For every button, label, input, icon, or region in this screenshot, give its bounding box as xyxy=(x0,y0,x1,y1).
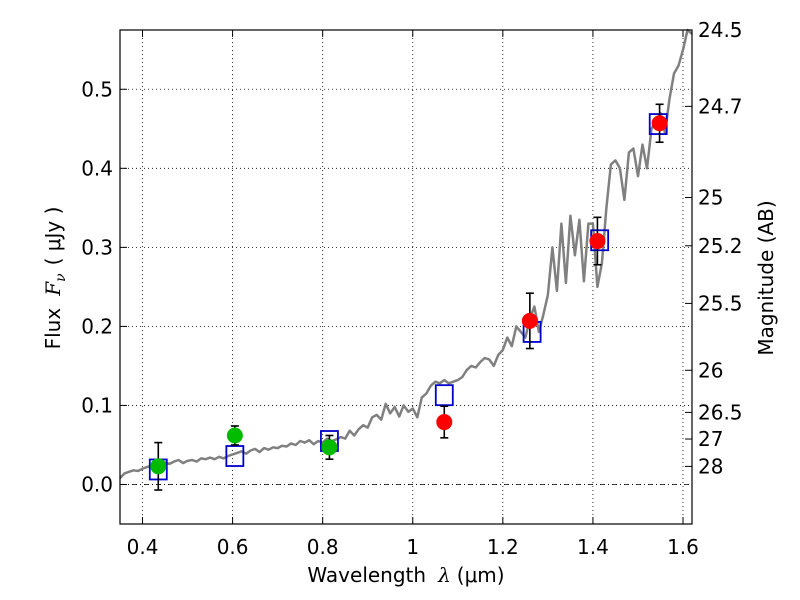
y2-tick-label: 26 xyxy=(698,358,723,382)
x-axis-title: Wavelength λ (μm) xyxy=(307,563,504,587)
x-tick-label: 0.8 xyxy=(307,535,339,559)
observed-point xyxy=(436,414,453,431)
observed-point xyxy=(651,115,668,132)
x-tick-label: 1.6 xyxy=(667,535,699,559)
observed-point xyxy=(150,458,167,475)
model-square-point xyxy=(225,445,245,467)
y2-axis-title: Magnitude (AB) xyxy=(754,200,778,355)
observed-point xyxy=(226,427,243,444)
y2-tick-label: 28 xyxy=(698,454,723,478)
model-square-point xyxy=(434,384,454,407)
observed-point xyxy=(589,233,606,250)
x-tick-label: 0.4 xyxy=(127,535,159,559)
spectrum-series xyxy=(119,28,693,480)
x-tick-label: 1 xyxy=(406,535,419,559)
y2-tick-label: 25 xyxy=(698,185,723,209)
tick-labels: 0.4 0.6 0.8 1 1.2 1.4 1.6 0.0 0.1 0.2 0.3 0.4 0.5 24.… xyxy=(81,18,742,559)
y-tick-label: 0.2 xyxy=(81,314,113,338)
y2-tick-label: 27 xyxy=(698,427,723,451)
y-axis-title: FluxFν( μJy ) xyxy=(41,207,69,350)
y-tick-label: 0.3 xyxy=(81,235,113,259)
y-tick-label: 0.5 xyxy=(81,77,113,101)
x-tick-label: 0.6 xyxy=(217,535,249,559)
y2-tick-label: 24.7 xyxy=(698,94,743,118)
x-tick-label: 1.2 xyxy=(487,535,519,559)
y2-tick-label: 25.5 xyxy=(698,291,743,315)
y-tick-label: 0.1 xyxy=(81,393,113,417)
plot-frame xyxy=(119,29,693,525)
y-tick-label: 0.0 xyxy=(81,472,113,496)
photometry-points xyxy=(148,103,668,491)
y-tick-label: 0.4 xyxy=(81,156,113,180)
y2-tick-label: 25.2 xyxy=(698,234,743,258)
axes xyxy=(119,29,693,525)
observed-point xyxy=(321,439,338,456)
y2-tick-label: 26.5 xyxy=(698,400,743,424)
x-tick-label: 1.4 xyxy=(577,535,609,559)
spectrum-line xyxy=(119,28,693,480)
observed-point xyxy=(521,312,538,329)
grid xyxy=(120,30,692,524)
y2-tick-label: 24.5 xyxy=(698,18,743,42)
